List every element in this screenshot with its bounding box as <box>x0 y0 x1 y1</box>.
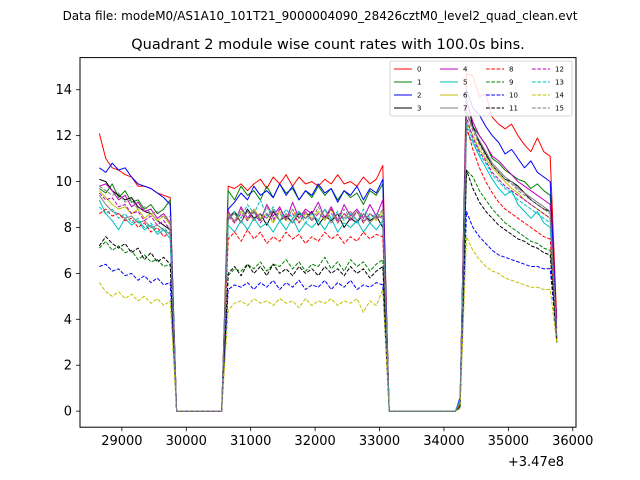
x-tick-label: 30000 <box>166 434 207 449</box>
series-line-2 <box>99 89 558 412</box>
chart-title: Quadrant 2 module wise count rates with … <box>131 37 525 53</box>
x-offset-label: +3.47e8 <box>508 455 564 470</box>
y-tick-label: 4 <box>64 313 72 328</box>
y-tick-label: 10 <box>55 175 72 190</box>
legend-label: 5 <box>463 79 467 87</box>
x-tick-label: 34000 <box>423 434 464 449</box>
legend-label: 4 <box>463 66 468 74</box>
legend-label: 9 <box>509 79 513 87</box>
y-tick-label: 6 <box>64 267 72 282</box>
series-line-5 <box>98 130 558 412</box>
series-line-3 <box>99 98 558 412</box>
series-line-9 <box>98 169 558 412</box>
y-tick-label: 2 <box>64 359 72 374</box>
y-tick-label: 12 <box>55 129 72 144</box>
x-tick-label: 29000 <box>101 434 142 449</box>
y-tick-label: 14 <box>55 83 72 98</box>
axis-ticks: 29000 30000 31000 32000 33000 34000 35000 36000… <box>55 83 593 449</box>
series-line-12 <box>98 116 558 412</box>
series-line-0 <box>98 73 558 412</box>
legend-frame <box>389 60 573 117</box>
legend-label: 3 <box>417 105 421 113</box>
legend-label: 0 <box>417 66 421 74</box>
x-tick-label: 32000 <box>294 434 335 449</box>
series-line-13 <box>98 123 558 412</box>
legend-label: 1 <box>417 79 421 87</box>
y-tick-label: 8 <box>64 221 72 236</box>
series-line-7 <box>98 109 558 412</box>
legend-label: 2 <box>417 92 421 100</box>
x-tick-label: 35000 <box>488 434 529 449</box>
legend-label: 6 <box>463 92 468 100</box>
series-line-4 <box>99 100 558 412</box>
y-tick-label: 0 <box>64 405 72 420</box>
suptitle: Data file: modeM0/AS1A10_101T21_90000040… <box>63 9 578 23</box>
legend-label: 15 <box>555 105 564 113</box>
x-tick-label: 36000 <box>552 434 593 449</box>
legend-label: 12 <box>555 66 564 74</box>
legend-label: 8 <box>509 66 513 74</box>
series-line-14 <box>98 236 558 412</box>
legend-label: 13 <box>555 79 564 87</box>
legend-label: 14 <box>555 92 564 100</box>
series-line-8 <box>99 126 558 412</box>
x-tick-label: 33000 <box>359 434 400 449</box>
legend-label: 10 <box>509 92 518 100</box>
series-lines <box>98 73 558 412</box>
plot-frame <box>79 57 577 428</box>
x-tick-label: 31000 <box>230 434 271 449</box>
series-line-15 <box>99 112 558 412</box>
series-line-10 <box>99 210 558 412</box>
series-line-11 <box>98 169 558 412</box>
series-line-1 <box>99 112 558 412</box>
legend-label: 7 <box>463 105 467 113</box>
legend-label: 11 <box>509 105 518 113</box>
